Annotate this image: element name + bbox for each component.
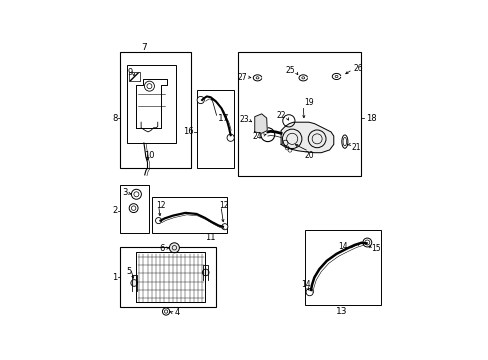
Text: 15: 15 xyxy=(370,244,380,253)
Circle shape xyxy=(362,238,371,247)
Text: 13: 13 xyxy=(336,307,347,316)
Text: 2: 2 xyxy=(112,206,117,215)
Text: 17: 17 xyxy=(218,113,229,122)
Circle shape xyxy=(226,134,234,141)
Text: 3: 3 xyxy=(122,188,127,197)
Text: 19: 19 xyxy=(304,98,314,107)
Polygon shape xyxy=(281,122,333,153)
Text: 21: 21 xyxy=(351,143,361,152)
Text: 8: 8 xyxy=(112,113,117,122)
Bar xyxy=(196,90,233,168)
Polygon shape xyxy=(254,114,267,133)
Circle shape xyxy=(162,308,169,315)
Circle shape xyxy=(169,243,179,253)
Text: 25: 25 xyxy=(285,66,294,75)
Text: 1: 1 xyxy=(112,273,117,282)
Text: 14: 14 xyxy=(337,242,347,251)
Text: 11: 11 xyxy=(205,233,215,242)
Text: 14: 14 xyxy=(301,280,310,289)
Text: 4: 4 xyxy=(174,309,179,318)
Circle shape xyxy=(197,96,204,104)
Text: 16: 16 xyxy=(183,127,193,136)
Text: 6: 6 xyxy=(159,244,164,253)
Text: 26: 26 xyxy=(352,64,362,73)
Text: 18: 18 xyxy=(365,113,375,122)
Text: 9: 9 xyxy=(127,68,133,77)
Circle shape xyxy=(131,280,137,286)
Text: 10: 10 xyxy=(144,151,154,160)
Circle shape xyxy=(155,217,162,224)
Bar xyxy=(304,230,380,305)
Text: 12: 12 xyxy=(218,201,228,210)
Text: 12: 12 xyxy=(156,201,165,210)
Text: 20: 20 xyxy=(304,151,313,160)
Bar xyxy=(120,185,149,233)
Text: 7: 7 xyxy=(141,43,146,52)
Bar xyxy=(127,66,175,143)
Bar xyxy=(120,247,216,307)
Bar xyxy=(238,51,361,176)
Text: 5: 5 xyxy=(126,267,132,276)
Circle shape xyxy=(202,269,208,276)
Bar xyxy=(128,72,140,81)
Text: 24: 24 xyxy=(252,131,262,140)
Text: 27: 27 xyxy=(237,72,247,81)
Bar xyxy=(120,51,191,168)
Circle shape xyxy=(305,288,313,296)
Bar xyxy=(152,197,226,233)
Circle shape xyxy=(222,224,227,230)
Text: 23: 23 xyxy=(239,115,248,124)
Text: 22: 22 xyxy=(276,111,285,120)
